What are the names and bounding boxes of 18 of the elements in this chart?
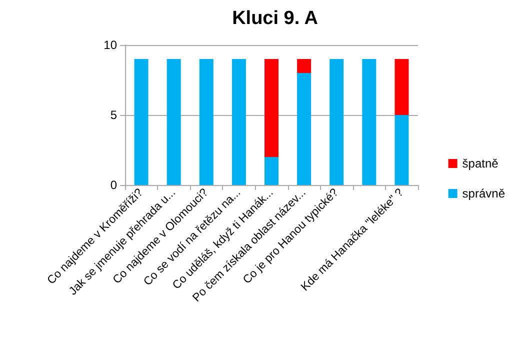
bar: [297, 59, 312, 73]
legend-label: správně: [462, 186, 506, 200]
bar: [264, 59, 278, 157]
bar: [394, 59, 409, 115]
bar: [264, 157, 278, 185]
bar: [232, 59, 246, 185]
y-tick-label: 5: [110, 108, 118, 122]
bar: [297, 73, 312, 185]
y-tick-label: 0: [110, 178, 118, 192]
bar: [199, 59, 214, 185]
legend-label: špatně: [462, 156, 499, 170]
bar: [362, 59, 376, 185]
bar: [166, 59, 181, 185]
chart-title: Kluci 9. A: [232, 8, 318, 29]
bar: [394, 115, 409, 185]
bar: [134, 59, 148, 185]
bar: [330, 59, 344, 185]
y-tick-label: 10: [104, 38, 118, 52]
